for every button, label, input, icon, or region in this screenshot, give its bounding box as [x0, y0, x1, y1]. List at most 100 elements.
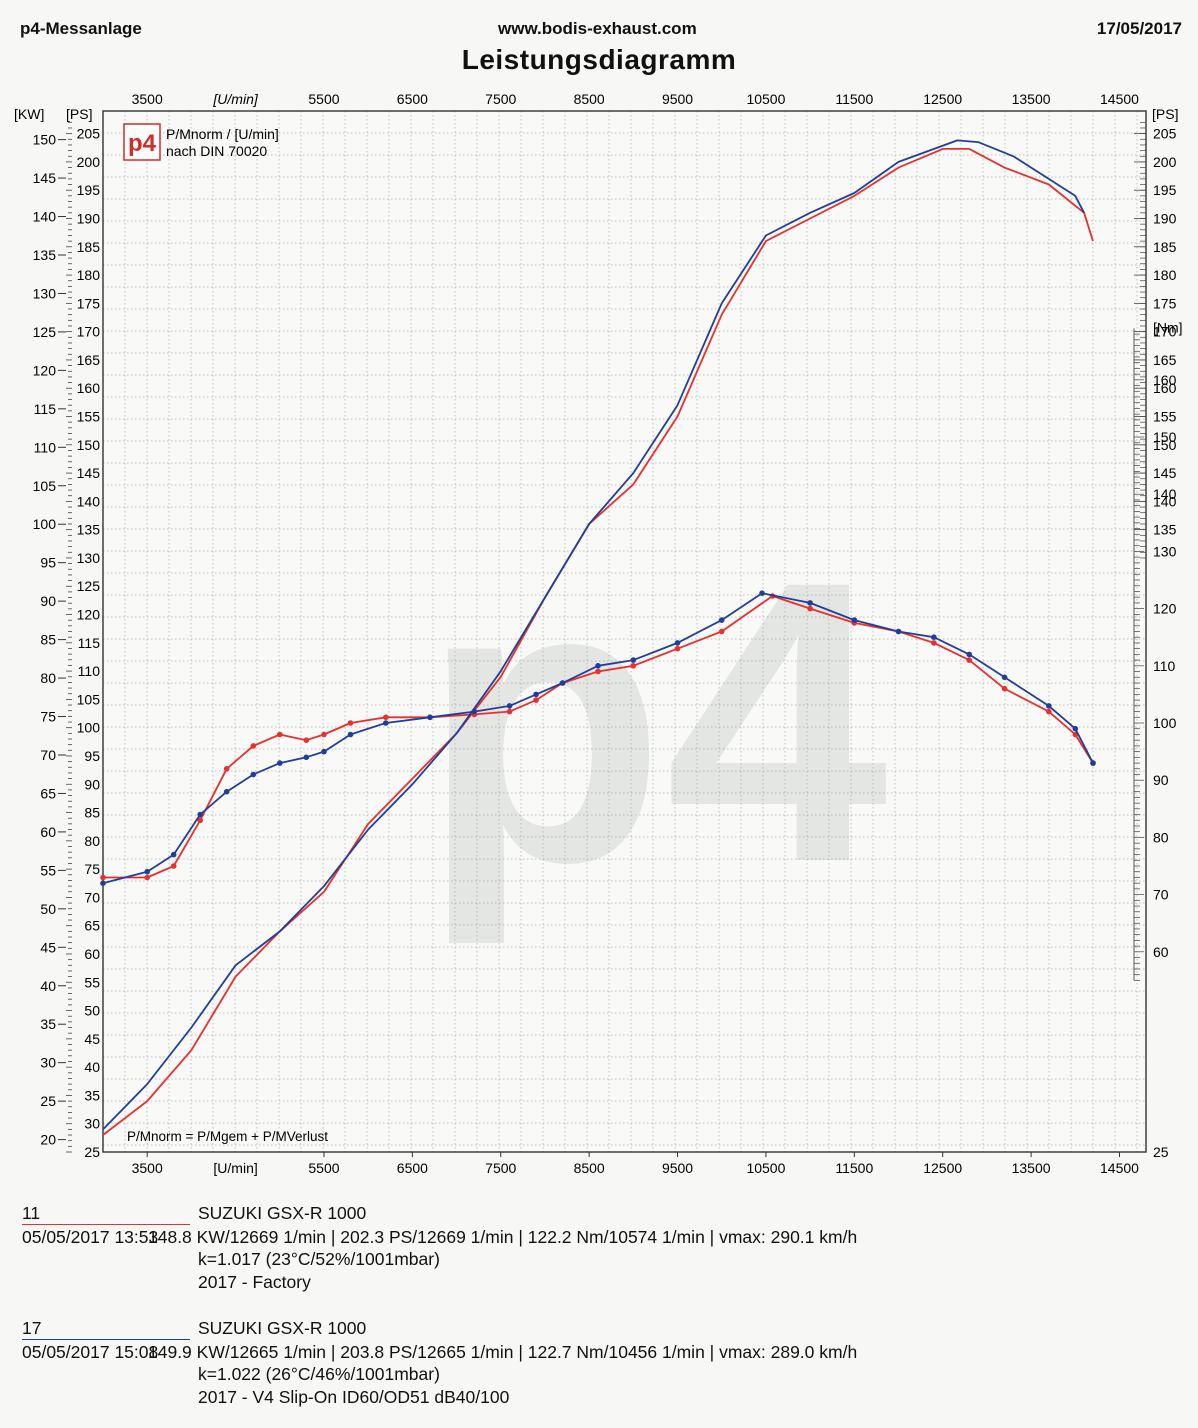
ps-tick-label-left: 190	[77, 210, 101, 226]
nm-tick-label: 120	[1153, 601, 1177, 617]
torque-point-17	[718, 617, 725, 623]
ps-axis-label-left: [PS]	[66, 106, 92, 122]
torque-point-11	[277, 731, 283, 738]
ps-tick-label-left: 85	[84, 805, 100, 821]
watermark-text: p4	[421, 498, 890, 948]
ps-tick-label-left: 25	[84, 1144, 100, 1160]
torque-point-11	[347, 720, 354, 726]
ps-tick-label-right: 200	[1153, 154, 1177, 170]
torque-point-17	[966, 651, 972, 658]
kw-tick-label: 30	[40, 1055, 56, 1071]
torque-point-17	[197, 811, 203, 818]
ps-tick-label-left: 150	[77, 437, 101, 453]
ps-tick-label-left: 180	[77, 267, 101, 283]
legend-subtitle: nach DIN 70020	[166, 143, 267, 159]
ps-tick-label-left: 115	[78, 635, 101, 651]
x-tick-label-top: 10500	[746, 91, 785, 107]
ps-tick-label-left: 95	[84, 748, 100, 764]
ps-tick-label-left: 75	[84, 861, 100, 877]
torque-point-11	[197, 817, 203, 824]
nm-tick-label: 80	[1153, 829, 1169, 845]
kw-tick-label: 55	[40, 862, 56, 878]
ps-tick-label-left: 170	[77, 324, 101, 340]
torque-point-11	[303, 737, 310, 743]
kw-tick-label: 70	[40, 747, 56, 763]
x-tick-label-top: 13500	[1012, 91, 1051, 107]
torque-point-11	[931, 640, 937, 646]
x-tick-label-top: 11500	[835, 91, 873, 107]
run-date: 05/05/2017 15:08	[22, 1342, 159, 1362]
ps-tick-label-left: 160	[77, 380, 101, 396]
kw-tick-label: 60	[40, 824, 56, 840]
ps-tick-label-left: 165	[77, 352, 101, 368]
ps-tick-label-left: 50	[84, 1003, 100, 1019]
run-id: 11	[22, 1202, 190, 1225]
x-tick-label-bottom: 5500	[308, 1160, 339, 1176]
x-tick-label-top: 9500	[662, 91, 693, 107]
kw-tick-label: 150	[33, 132, 57, 148]
header-date: 17/05/2017	[1096, 19, 1182, 38]
torque-point-17	[674, 640, 681, 646]
kw-tick-label: 90	[40, 593, 56, 609]
ps-tick-label-right: 135	[1153, 522, 1177, 538]
torque-point-11	[674, 645, 681, 652]
nm-tick-label: 60	[1153, 944, 1169, 960]
torque-point-17	[250, 771, 257, 778]
formula-text: P/Mnorm = P/Mgem + P/MVerlust	[127, 1129, 328, 1144]
x-tick-label-bottom: 6500	[397, 1160, 428, 1176]
torque-point-11	[1001, 685, 1008, 692]
kw-tick-label: 125	[33, 324, 57, 340]
ps-tick-label-left: 65	[84, 918, 100, 934]
x-tick-label-bottom: 3500	[132, 1160, 163, 1176]
torque-point-17	[931, 634, 937, 640]
torque-point-17	[533, 691, 539, 698]
ps-tick-label-left: 35	[84, 1087, 100, 1103]
ps-tick-label-left: 125	[77, 578, 101, 594]
run-model: SUZUKI GSX-R 1000	[198, 1203, 367, 1223]
run-description: 2017 - V4 Slip-On ID60/OD51 dB40/100	[198, 1387, 510, 1407]
torque-point-17	[851, 617, 858, 623]
torque-point-11	[506, 708, 513, 715]
ps-tick-label-left: 55	[84, 974, 100, 990]
kw-tick-label: 115	[34, 401, 57, 417]
torque-point-11	[144, 874, 150, 881]
ps-tick-label-left: 90	[84, 776, 100, 792]
kw-tick-label: 20	[40, 1132, 56, 1148]
kw-tick-label: 80	[40, 670, 56, 686]
torque-point-17	[277, 760, 283, 766]
kw-tick-label: 85	[40, 632, 56, 648]
ps-tick-label-left: 140	[77, 493, 101, 509]
ps-tick-label-left: 205	[77, 126, 101, 142]
torque-point-17	[427, 714, 433, 721]
torque-point-17	[471, 708, 478, 715]
run-conditions: k=1.022 (26°C/46%/1001mbar)	[198, 1364, 440, 1384]
ps-tick-label-left: 155	[77, 409, 101, 425]
run-stats: 148.8 KW/12669 1/min | 202.3 PS/12669 1/…	[148, 1227, 858, 1247]
chart-title: Leistungsdiagramm	[461, 44, 737, 75]
run-model: SUZUKI GSX-R 1000	[198, 1318, 367, 1338]
torque-point-17	[383, 720, 389, 726]
torque-point-17	[144, 868, 150, 875]
ps-tick-label-right: 170	[1153, 324, 1177, 340]
torque-point-17	[347, 731, 354, 738]
ps-tick-label-left: 45	[84, 1031, 100, 1047]
kw-tick-label: 145	[33, 170, 57, 186]
ps-tick-label-left: 40	[84, 1059, 100, 1075]
ps-tick-label-right: 150	[1153, 437, 1177, 453]
torque-point-17	[807, 600, 813, 606]
kw-tick-label: 75	[40, 709, 56, 725]
x-tick-label-top: 6500	[397, 91, 428, 107]
torque-point-11	[100, 874, 106, 881]
ps-tick-label-right: 160	[1153, 380, 1177, 396]
torque-point-11	[533, 697, 539, 703]
logo-box	[123, 123, 161, 161]
torque-point-17	[595, 663, 601, 669]
torque-point-17	[1001, 674, 1008, 681]
x-tick-label-top: 8500	[574, 91, 605, 107]
run-description: 2017 - Factory	[198, 1272, 311, 1292]
torque-curve-11	[103, 595, 1094, 879]
torque-curve-17	[102, 592, 1094, 885]
torque-point-17	[559, 680, 566, 686]
kw-tick-label: 140	[33, 209, 57, 225]
kw-tick-label: 135	[33, 247, 57, 263]
